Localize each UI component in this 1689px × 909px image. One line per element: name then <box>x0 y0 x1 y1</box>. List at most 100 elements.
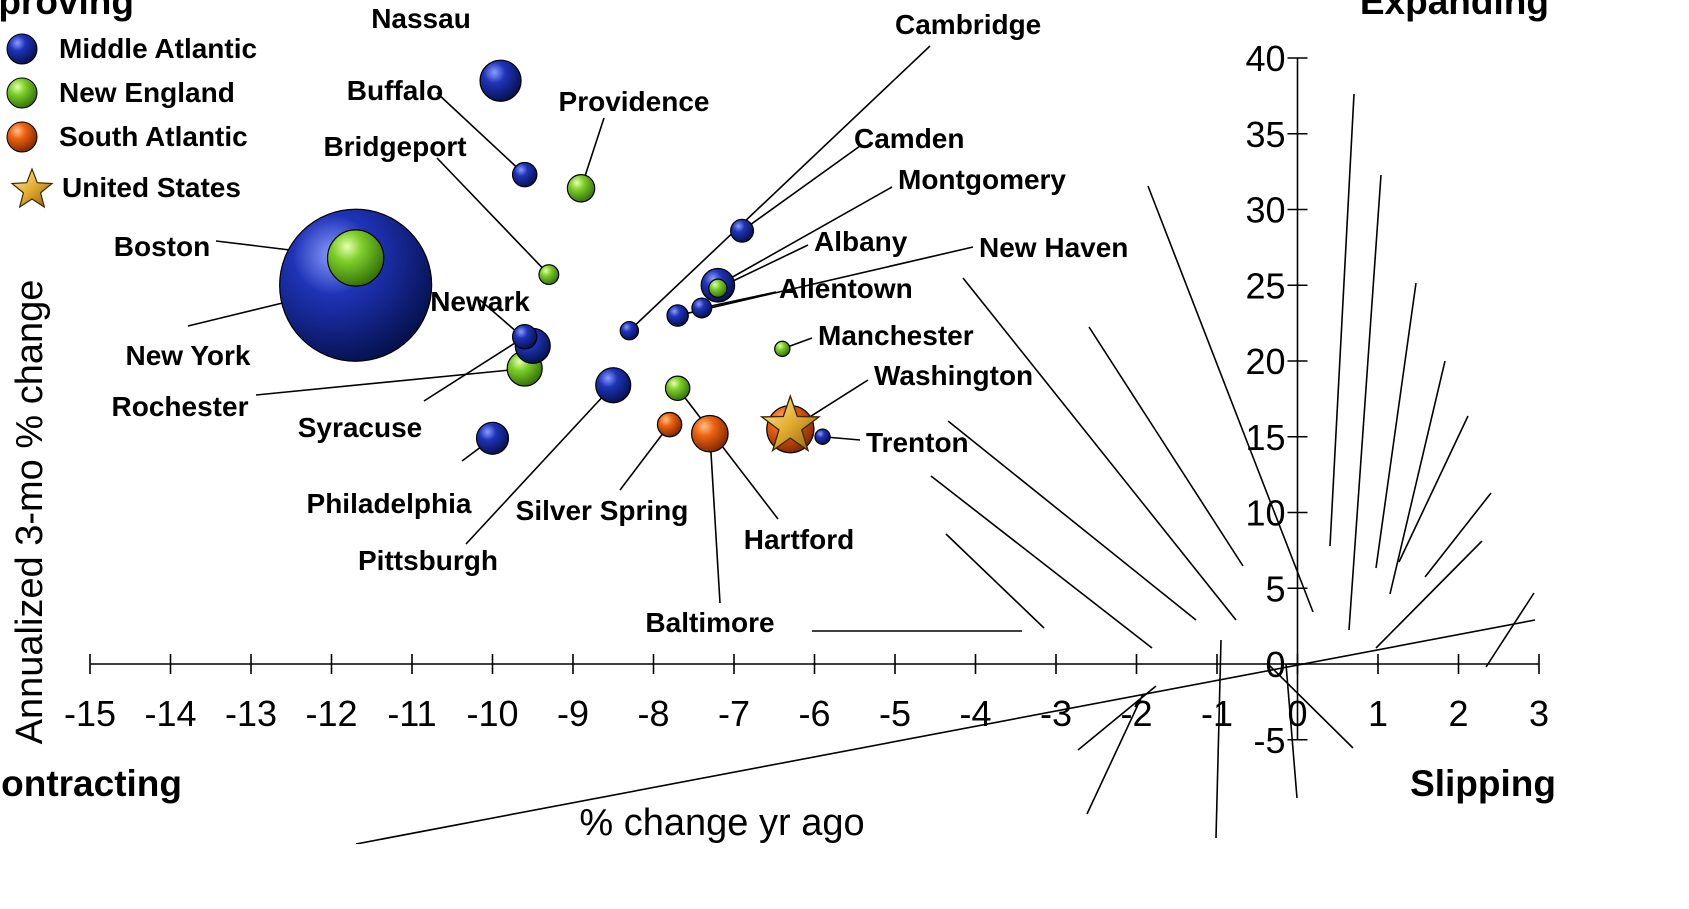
x-tick-label: -12 <box>305 693 357 734</box>
legend-label-united-states: United States <box>62 172 241 203</box>
label-new-york: New York <box>125 340 250 371</box>
label-new-haven: New Haven <box>979 232 1128 263</box>
x-tick-label: 2 <box>1448 693 1468 734</box>
bubble-chart: -15 -14 -13 -12 -11 -10 -9 -8 -7 -6 -5 -4 -3 -2 -1 0 1 2 3… <box>0 0 1556 844</box>
label-manchester: Manchester <box>818 320 974 351</box>
y-tick-label: 35 <box>1245 114 1285 155</box>
data-labels: New York Boston Nassau Buffalo Providence Bri… <box>112 3 1129 638</box>
legend-label-new-england: New England <box>59 77 235 108</box>
label-trenton: Trenton <box>866 427 969 458</box>
y-axis: -5 0 5 10 15 20 25 30 35 40 <box>1245 38 1308 761</box>
label-philadelphia: Philadelphia <box>307 488 472 519</box>
y-tick-label: -5 <box>1253 720 1285 761</box>
label-providence: Providence <box>559 86 710 117</box>
x-axis-title: % change yr ago <box>579 802 864 844</box>
leader-new-haven <box>677 246 974 317</box>
label-camden: Camden <box>854 123 964 154</box>
bubble-pittsburgh <box>595 367 632 404</box>
leader-baltimore <box>709 433 721 604</box>
legend-marker-star-icon <box>10 167 54 209</box>
y-tick-label: 20 <box>1245 341 1285 382</box>
bubble-providence <box>566 174 596 203</box>
label-nassau: Nassau <box>371 3 471 34</box>
leader-allentown <box>701 291 777 309</box>
x-tick-label: 1 <box>1368 693 1388 734</box>
x-tick-label: -13 <box>225 693 277 734</box>
leader-bridgeport <box>436 157 550 276</box>
bubble-manchester <box>774 340 791 358</box>
bubbles <box>279 59 831 455</box>
x-tick-label: -10 <box>466 693 518 734</box>
bubble-bridgeport <box>538 264 560 286</box>
bubble-nassau <box>479 59 522 102</box>
x-tick-label: -5 <box>879 693 911 734</box>
label-rochester: Rochester <box>112 391 249 422</box>
star-united-states <box>759 393 821 453</box>
x-tick-label: -1 <box>1201 693 1233 734</box>
legend: Middle Atlantic New England South Atlant… <box>6 33 257 209</box>
bubble-new-haven <box>666 304 689 327</box>
legend-marker-new-england <box>6 77 38 109</box>
x-axis: -15 -14 -13 -12 -11 -10 -9 -8 -7 -6 -5 -4 -3 -2 -1 0 1 2 3 <box>64 654 1549 734</box>
label-cambridge: Cambridge <box>895 9 1041 40</box>
label-baltimore: Baltimore <box>645 607 774 638</box>
y-tick-label: 40 <box>1245 38 1285 79</box>
label-hartford: Hartford <box>744 524 854 555</box>
legend-marker-south-atlantic <box>6 121 38 153</box>
leader-montgomery <box>717 186 893 286</box>
y-tick-label: 25 <box>1245 265 1285 306</box>
stray-lines <box>355 93 1536 844</box>
y-tick-label: 5 <box>1265 568 1285 609</box>
bubble-hartford <box>664 375 691 402</box>
leader-silver-spring <box>619 424 671 491</box>
bubble-camden <box>730 218 755 243</box>
x-tick-label: -2 <box>1120 693 1152 734</box>
x-tick-label: 3 <box>1529 693 1549 734</box>
label-allentown: Allentown <box>779 273 913 304</box>
label-bridgeport: Bridgeport <box>323 131 466 162</box>
label-albany: Albany <box>814 226 908 257</box>
y-tick-label: 15 <box>1245 417 1285 458</box>
x-tick-label: -8 <box>637 693 669 734</box>
x-tick-label: -6 <box>798 693 830 734</box>
bubble-allentown <box>691 297 713 319</box>
leader-syracuse <box>423 336 526 402</box>
label-buffalo: Buffalo <box>347 75 443 106</box>
x-tick-label: -9 <box>557 693 589 734</box>
leader-lines <box>187 45 974 604</box>
leader-hartford <box>677 387 779 520</box>
y-tick-label: 0 <box>1265 644 1285 685</box>
y-axis-title: Annualized 3-mo % change <box>9 280 51 745</box>
bubble-buffalo <box>511 161 538 188</box>
bubble-syracuse <box>511 324 538 350</box>
y-tick-label: 30 <box>1245 190 1285 231</box>
bubble-boston <box>326 229 385 287</box>
label-washington: Washington <box>874 360 1033 391</box>
label-silver-spring: Silver Spring <box>516 495 689 526</box>
leader-pittsburgh <box>465 384 614 545</box>
label-montgomery: Montgomery <box>898 164 1066 195</box>
x-tick-label: -11 <box>387 693 436 734</box>
bubble-trenton <box>814 428 831 445</box>
legend-marker-middle-atlantic <box>6 33 38 65</box>
label-boston: Boston <box>114 231 210 262</box>
quadrant-bottom-left: Contracting <box>0 763 182 804</box>
label-syracuse: Syracuse <box>298 412 423 443</box>
leader-cambridge <box>628 45 931 332</box>
leader-camden <box>741 145 861 232</box>
leader-buffalo <box>436 92 526 176</box>
legend-label-south-atlantic: South Atlantic <box>59 121 248 152</box>
bubble-baltimore <box>691 414 729 453</box>
x-tick-label: -7 <box>718 693 750 734</box>
bubble-albany <box>708 278 728 299</box>
label-newark: Newark <box>430 286 530 317</box>
bubble-silver-spring <box>656 411 683 438</box>
x-tick-label: -3 <box>1040 693 1072 734</box>
bubble-philadelphia <box>475 421 510 455</box>
bubble-cambridge <box>619 320 640 341</box>
x-tick-label: -4 <box>959 693 991 734</box>
y-tick-label: 10 <box>1245 493 1285 534</box>
quadrant-bottom-right: Slipping <box>1410 763 1556 804</box>
legend-label-middle-atlantic: Middle Atlantic <box>59 33 257 64</box>
x-tick-label: -15 <box>64 693 116 734</box>
